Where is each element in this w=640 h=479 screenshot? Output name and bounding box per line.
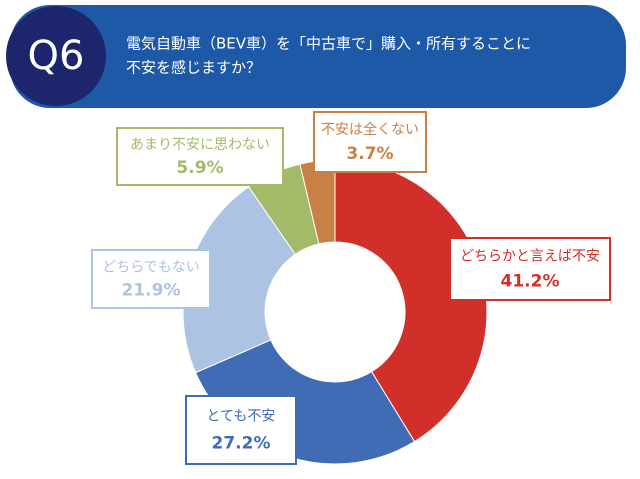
category-label: あまり不安に思わない bbox=[130, 137, 270, 153]
donut-slice bbox=[182, 186, 296, 374]
label-box bbox=[185, 395, 297, 465]
value-label: 27.2% bbox=[212, 434, 271, 454]
donut-slice bbox=[334, 159, 488, 443]
title-line: 不安を感じますか？ bbox=[126, 59, 261, 77]
label-box bbox=[313, 111, 427, 173]
value-label: 3.7% bbox=[346, 144, 393, 164]
label-box bbox=[91, 249, 211, 309]
header-bar bbox=[10, 5, 626, 108]
value-label: 21.9% bbox=[122, 281, 181, 301]
title-line: 電気自動車（BEV車）を「中古車で」購入・所有することに bbox=[126, 35, 531, 53]
category-label: とても不安 bbox=[207, 408, 276, 424]
label-box bbox=[449, 237, 611, 301]
value-label: 5.9% bbox=[176, 158, 223, 178]
value-label: 41.2% bbox=[501, 271, 560, 291]
category-label: 不安は全くない bbox=[321, 121, 419, 138]
category-label: どちらかと言えば不安 bbox=[460, 249, 600, 265]
donut-slice bbox=[299, 159, 336, 245]
label-box bbox=[116, 127, 284, 186]
category-label: どちらでもない bbox=[102, 259, 200, 275]
question-badge bbox=[6, 6, 106, 106]
question-number: Q6 bbox=[28, 33, 85, 79]
